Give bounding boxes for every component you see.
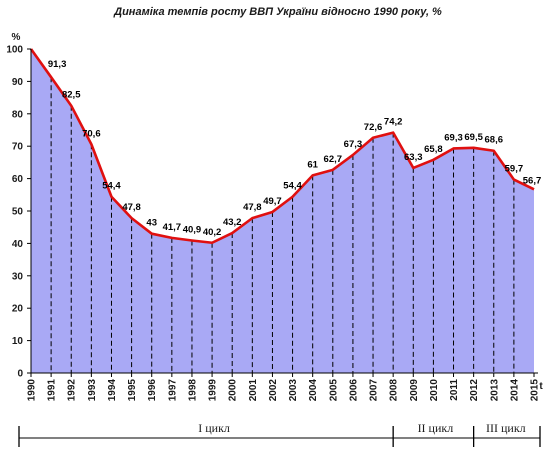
x-tick-label-1998: 1998 [187,379,198,402]
series-line-layer [29,48,535,245]
data-label-2014: 59,7 [505,164,524,175]
data-label-2003: 54,4 [283,181,302,192]
drop-lines [50,77,515,373]
data-label-1994: 54,4 [102,181,121,192]
x-tick-label-2010: 2010 [429,379,440,402]
x-tick-label-1999: 1999 [208,379,219,402]
x-tick-label-2012: 2012 [469,379,480,402]
data-label-1995: 47,8 [122,202,141,213]
data-label-1993: 70,6 [82,128,101,139]
x-tick-label-2006: 2006 [348,379,359,402]
data-label-1998: 40,9 [183,224,202,235]
x-tick-label-2014: 2014 [509,379,520,402]
y-tick-label-50: 50 [12,207,24,218]
x-tick-label-2015: 2015 [530,379,541,402]
gdp-area [31,49,534,373]
y-tick-label-60: 60 [12,174,24,185]
y-tick-label-40: 40 [12,239,24,250]
data-label-2000: 43,2 [223,217,242,228]
x-tick-label-2000: 2000 [228,379,239,402]
cycle-label-3: III цикл [486,421,526,435]
data-label-2008: 74,2 [384,117,403,128]
y-tick-label-30: 30 [12,271,24,282]
x-tick-label-1991: 1991 [47,379,58,402]
data-label-2001: 47,8 [243,202,262,213]
data-label-2006: 67,3 [344,139,363,150]
x-tick-label-2013: 2013 [489,379,500,402]
data-label-2015: 56,7 [523,175,542,186]
cycle-label-2: II цикл [418,421,454,435]
data-label-1996: 43 [146,218,157,229]
y-tick-label-20: 20 [12,304,24,315]
x-tick-label-1996: 1996 [147,379,158,402]
data-label-2009: 63,3 [404,152,423,163]
x-tick-labels: 1990 1991 1992 1993 1994 1995 1996 1997 1998 1999… [27,379,541,402]
x-tick-label-1993: 1993 [87,379,98,402]
y-axis-label: % [12,32,21,43]
x-tick-label-1990: 1990 [27,379,38,402]
x-tick-label-2004: 2004 [308,379,319,402]
chart-title: Динаміка темпів росту ВВП України віднос… [113,6,442,18]
x-tick-label-2011: 2011 [449,379,460,401]
y-tick-label-90: 90 [12,77,24,88]
cycle-brackets: I цикл II цикл III цикл [18,421,541,447]
area-layer [31,49,534,373]
x-tick-label-1995: 1995 [127,379,138,402]
data-label-1992: 82,5 [62,90,81,101]
axes [27,48,538,377]
x-tick-label-1997: 1997 [167,379,178,402]
data-label-2011: 69,3 [444,132,463,143]
y-tick-label-70: 70 [12,142,24,153]
gdp-line [29,48,535,245]
x-tick-label-2001: 2001 [248,379,259,402]
x-tick-label-2009: 2009 [409,379,420,402]
data-labels: 91,382,570,654,447,843 41,7 40,9 40,243,247… [48,59,541,238]
data-label-1997: 41,7 [163,222,182,233]
x-tick-label-2008: 2008 [389,379,400,402]
data-label-1991: 91,3 [48,59,67,70]
data-label-2007: 72,6 [364,122,383,133]
y-tick-labels: 0 10 20 30 40 50 60 70 80 90 100 [6,45,23,380]
x-tick-label-2002: 2002 [268,379,279,402]
x-tick-label-1994: 1994 [107,379,118,402]
x-axis-label: t [539,381,543,392]
cycle-label-1: I цикл [198,421,230,435]
data-label-2012: 69,5 [464,132,483,143]
data-label-2004: 61 [307,159,318,170]
data-label-2005: 62,7 [324,154,343,165]
data-label-1999: 40,2 [203,227,222,238]
y-tick-label-0: 0 [17,369,23,380]
y-tick-label-80: 80 [12,109,24,120]
data-label-2002: 49,7 [263,196,282,207]
data-label-2013: 68,6 [485,135,504,146]
y-tick-label-100: 100 [6,45,23,56]
x-tick-label-2003: 2003 [288,379,299,402]
x-tick-label-2005: 2005 [328,379,339,402]
x-tick-label-2007: 2007 [369,379,380,402]
data-label-2010: 65,8 [424,144,443,155]
x-tick-label-1992: 1992 [67,379,78,402]
y-tick-label-10: 10 [12,336,24,347]
